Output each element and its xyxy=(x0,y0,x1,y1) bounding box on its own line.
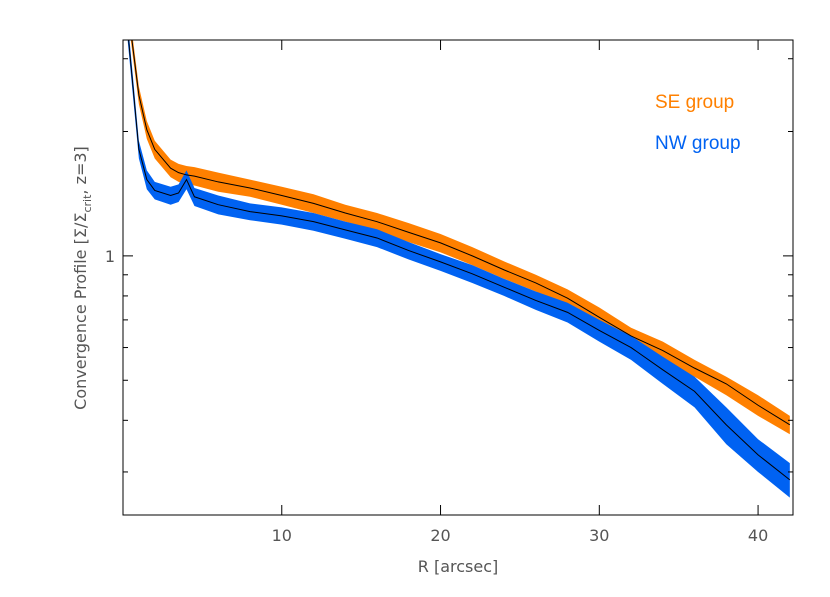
x-tick-label: 30 xyxy=(589,526,609,545)
line xyxy=(131,40,791,426)
line xyxy=(128,40,791,481)
legend-entry: SE group xyxy=(655,92,734,113)
plot-frame xyxy=(122,39,794,516)
y-label-sub: crit xyxy=(81,194,94,213)
y-label-tail: , z=3] xyxy=(71,146,90,194)
y-axis-label: Convergence Profile [Σ/Σcrit, z=3] xyxy=(71,146,94,410)
x-axis-label: R [arcsec] xyxy=(418,557,499,576)
x-tick-label: 40 xyxy=(748,526,768,545)
y-label-main: Convergence Profile [Σ/Σ xyxy=(71,213,90,410)
legend-entry: NW group xyxy=(655,133,741,154)
plot-area xyxy=(127,40,791,498)
y-tick-label: 1 xyxy=(105,247,115,266)
x-tick-label: 20 xyxy=(430,526,450,545)
x-tick-label: 10 xyxy=(272,526,292,545)
band xyxy=(130,40,790,435)
